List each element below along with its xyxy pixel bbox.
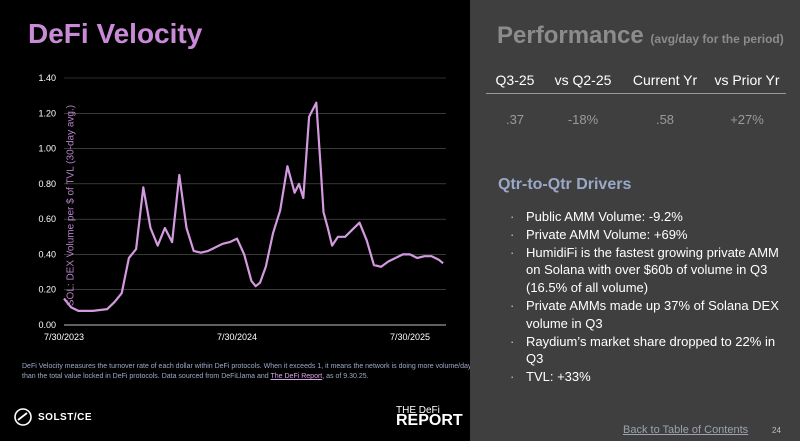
metric-value: .58 [655, 112, 675, 127]
metric-value: .37 [505, 112, 525, 127]
performance-heading: Performance [497, 22, 644, 49]
performance-title: Performance (avg/day for the period) [497, 22, 784, 50]
metric-header: Current Yr [632, 72, 698, 88]
driver-item: Public AMM Volume: -9.2% [510, 208, 786, 226]
metric-header: Q3-25 [495, 72, 535, 88]
y-tick-label: 0.80 [38, 179, 56, 189]
solstice-logo-text: SOLST/CE [38, 411, 93, 423]
x-tick-label: 7/30/2024 [217, 332, 257, 342]
y-tick-label: 0.40 [38, 249, 56, 259]
driver-item: TVL: +33% [510, 368, 786, 386]
footnote-text: DeFi Velocity measures the turnover rate… [22, 363, 472, 380]
metric-header: vs Prior Yr [714, 72, 780, 88]
metrics-header-row: Q3-25 vs Q2-25 Current Yr vs Prior Yr [486, 72, 786, 88]
y-tick-label: 1.40 [38, 73, 56, 83]
footnote-date: , as of 9.30.25. [322, 373, 369, 380]
performance-panel: Performance (avg/day for the period) Q3-… [470, 0, 800, 441]
y-axis-label: SOL: DEX Volume per $ of TVL (30-day avg… [65, 104, 77, 307]
solstice-logo-icon [14, 408, 32, 426]
back-to-contents-link[interactable]: Back to Table of Contents [623, 424, 749, 436]
metric-value: +27% [730, 112, 764, 127]
page-number: 24 [772, 426, 781, 435]
driver-item: HumidiFi is the fastest growing private … [510, 244, 786, 297]
metrics-divider [486, 93, 786, 94]
metric-value: -18% [567, 112, 599, 127]
chart-panel: DeFi Velocity 0.00 0.20 0.40 0.60 0.80 1.00 1.… [14, 18, 472, 429]
chart-gridlines [64, 77, 446, 326]
solstice-logo: SOLST/CE [14, 408, 92, 426]
performance-subtitle: (avg/day for the period) [650, 32, 784, 46]
velocity-series-line [63, 101, 444, 312]
driver-item: Raydium’s market share dropped to 22% in… [510, 333, 786, 369]
driver-item: Private AMM Volume: +69% [510, 226, 786, 244]
y-tick-label: 0.60 [38, 214, 56, 224]
chart-title: DeFi Velocity [28, 18, 203, 49]
driver-item: Private AMMs made up 37% of Solana DEX v… [510, 297, 786, 333]
y-tick-label: 0.20 [38, 285, 56, 295]
drivers-title: Qtr-to-Qtr Drivers [498, 176, 632, 193]
x-tick-label: 7/30/2023 [44, 332, 84, 342]
metrics-value-row: .37 -18% .58 +27% [486, 112, 786, 127]
y-tick-label: 0.00 [38, 320, 56, 330]
metric-header: vs Q2-25 [554, 72, 612, 88]
report-logo-line1: THE DeFi [396, 405, 440, 416]
drivers-list: Public AMM Volume: -9.2% Private AMM Vol… [510, 208, 786, 386]
report-logo-line2: REPORT [396, 412, 463, 429]
x-tick-label: 7/30/2025 [390, 332, 430, 342]
velocity-line-chart: 0.00 0.20 0.40 0.60 0.80 1.00 1.20 1.40 7/30/20… [38, 73, 446, 342]
y-tick-label: 1.20 [38, 108, 56, 118]
x-axis-ticks: 7/30/2023 7/30/2024 7/30/2025 [44, 332, 430, 342]
defi-report-logo: THE DeFi REPORT [396, 405, 463, 429]
defi-report-link[interactable]: The DeFi Report [270, 373, 323, 380]
footnote: DeFi Velocity measures the turnover rate… [22, 362, 472, 382]
y-tick-label: 1.00 [38, 144, 56, 154]
y-axis-ticks: 0.00 0.20 0.40 0.60 0.80 1.00 1.20 1.40 [38, 73, 56, 330]
